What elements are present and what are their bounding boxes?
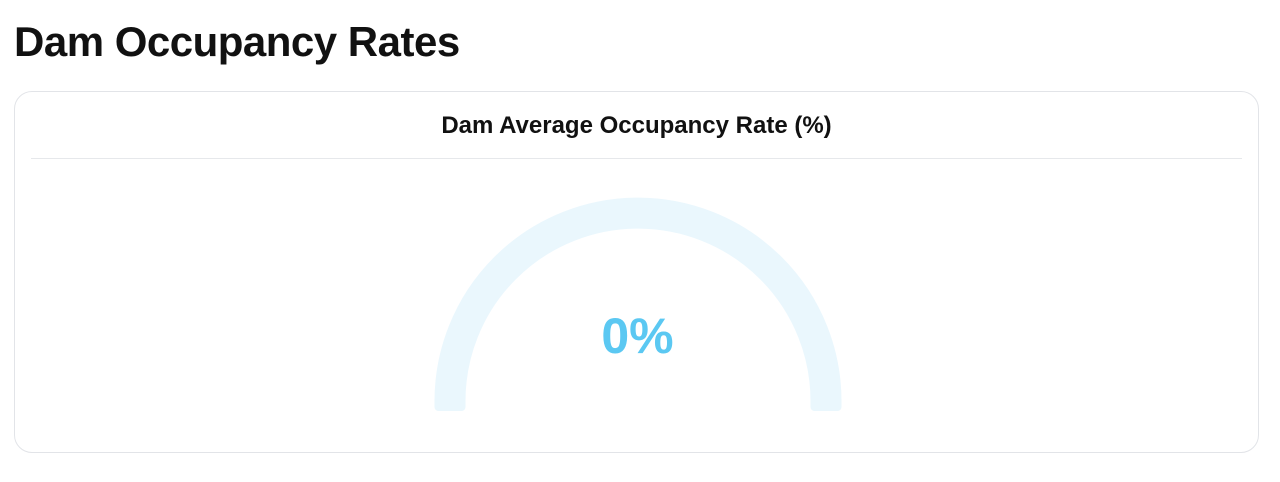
gauge-cap-left: [434, 397, 466, 411]
occupancy-card: Dam Average Occupancy Rate (%) 0%: [14, 91, 1259, 453]
gauge-cap-right: [810, 397, 842, 411]
page-title: Dam Occupancy Rates: [14, 18, 460, 65]
card-title: Dam Average Occupancy Rate (%): [441, 112, 832, 139]
gauge-value-label: 0%: [601, 308, 674, 364]
gauge-track: [434, 197, 842, 402]
card-header: Dam Average Occupancy Rate (%): [31, 92, 1242, 159]
occupancy-gauge: [434, 197, 842, 411]
